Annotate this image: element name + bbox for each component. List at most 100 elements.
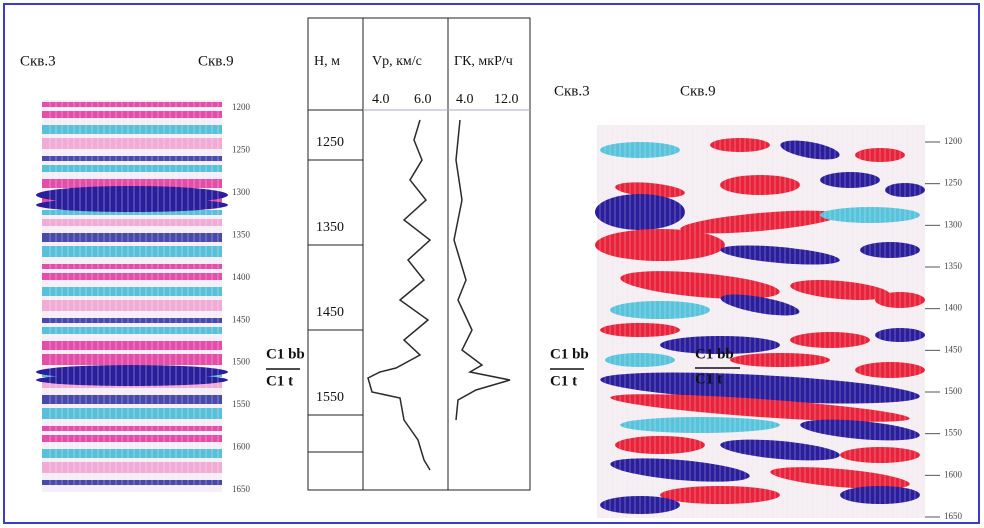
seismic-event [605,353,675,367]
seismic-event [885,183,925,197]
seismic-event [800,419,920,441]
header-gk: ГК, мкР/ч [454,54,513,69]
seismic-event [660,486,780,504]
seismic-event [595,194,685,230]
horizon-label: C1 bb [695,346,734,362]
depth-label: 1300 [944,219,963,229]
depth-label: 1600 [232,442,251,452]
seismic-stripe [42,287,222,296]
log-panel [307,17,531,491]
seismic-stripe [42,395,222,404]
depth-label: 1650 [232,484,251,494]
seismic-event [820,207,920,223]
seismic-event [610,301,710,319]
depth-label: 1600 [944,469,963,479]
seismic-event [840,447,920,463]
seismic-event [710,138,770,152]
depth-label: 1200 [944,136,963,146]
seismic-event [720,294,800,316]
seismic-event [610,394,910,422]
seismic-event [680,210,840,234]
well-label: Скв.9 [198,53,234,69]
depth-label: 1550 [316,390,344,405]
seismic-event [610,458,750,482]
gk-tick: 4.0 [456,92,474,107]
gk-tick: 12.0 [494,92,519,107]
well-label: Скв.3 [554,83,590,99]
seismic-stripe [42,480,222,485]
seismic-event [615,182,685,198]
right-seismic: C1 bb C1 t 1200 1250 1300 1350 1400 1450 1500 155… [595,125,963,521]
well-label: Скв.3 [20,53,56,69]
seismic-event [855,362,925,378]
seismic-event [875,292,925,308]
seismic-event [875,328,925,342]
seismic-stripe [42,210,222,215]
seismic-stripe [42,318,222,323]
seismic-stripe [42,102,222,107]
seismic-event [860,242,920,258]
horizon-label: C1 bb [266,346,305,362]
gk-log [453,119,511,421]
depth-label: 1550 [944,428,963,438]
log-frame [307,17,531,491]
vp-log [367,119,432,471]
seismic-stripe [42,327,222,334]
seismic-stripe [42,179,222,188]
seismic-event [790,332,870,348]
seismic-event [615,436,705,454]
seismic-stripe [42,462,222,473]
depth-label: 1250 [232,145,251,155]
seismic-event [600,496,680,514]
seismic-event [780,140,840,160]
depth-label: 1500 [232,357,251,367]
seismic-stripe [42,219,222,226]
seismic-stripe [42,264,222,269]
depth-label: 1300 [232,187,251,197]
seismic-stripe [42,300,222,311]
depth-label: 1550 [232,399,251,409]
seismic-stripe [42,138,222,149]
depth-label: 1500 [944,386,963,396]
seismic-stripe [42,426,222,431]
horizon-label: C1 t [695,371,722,387]
seismic-event [36,374,228,386]
seismic-event [600,372,920,404]
seismic-stripe [42,165,222,172]
seismic-stripe [42,354,222,365]
seismic-stripe [42,273,222,280]
depth-label: 1350 [232,229,251,239]
seismic-event [600,142,680,158]
left-seismic: 1200 1250 1300 1350 1400 1450 1500 1550 1600 1650 [36,100,251,494]
depth-label: 1450 [316,305,344,320]
seismic-event [660,336,780,354]
seismic-stripe [42,341,222,350]
depth-label: 1350 [944,261,963,271]
seismic-stripe [42,449,222,458]
vp-tick: 6.0 [414,92,432,107]
depth-label: 1250 [316,135,344,150]
horizon-label: C1 t [266,373,293,389]
seismic-stripe [42,111,222,118]
seismic-event [620,417,780,433]
seismic-event [595,229,725,261]
seismic-stripe [42,156,222,161]
vp-tick: 4.0 [372,92,390,107]
seismic-event [620,271,780,299]
seismic-stripe [42,246,222,257]
header-depth: Н, м [314,54,340,69]
seismic-stripe [42,125,222,134]
seismic-event [820,172,880,188]
depth-label: 1200 [232,102,251,112]
seismic-stripe [42,435,222,442]
horizon-label: C1 bb [550,346,589,362]
depth-label: 1350 [316,220,344,235]
seismic-event [720,439,840,461]
seismic-stripe [42,408,222,419]
seismic-event [770,467,910,489]
seismic-event [36,198,228,212]
depth-label: 1400 [232,272,251,282]
seismic-event [600,323,680,337]
